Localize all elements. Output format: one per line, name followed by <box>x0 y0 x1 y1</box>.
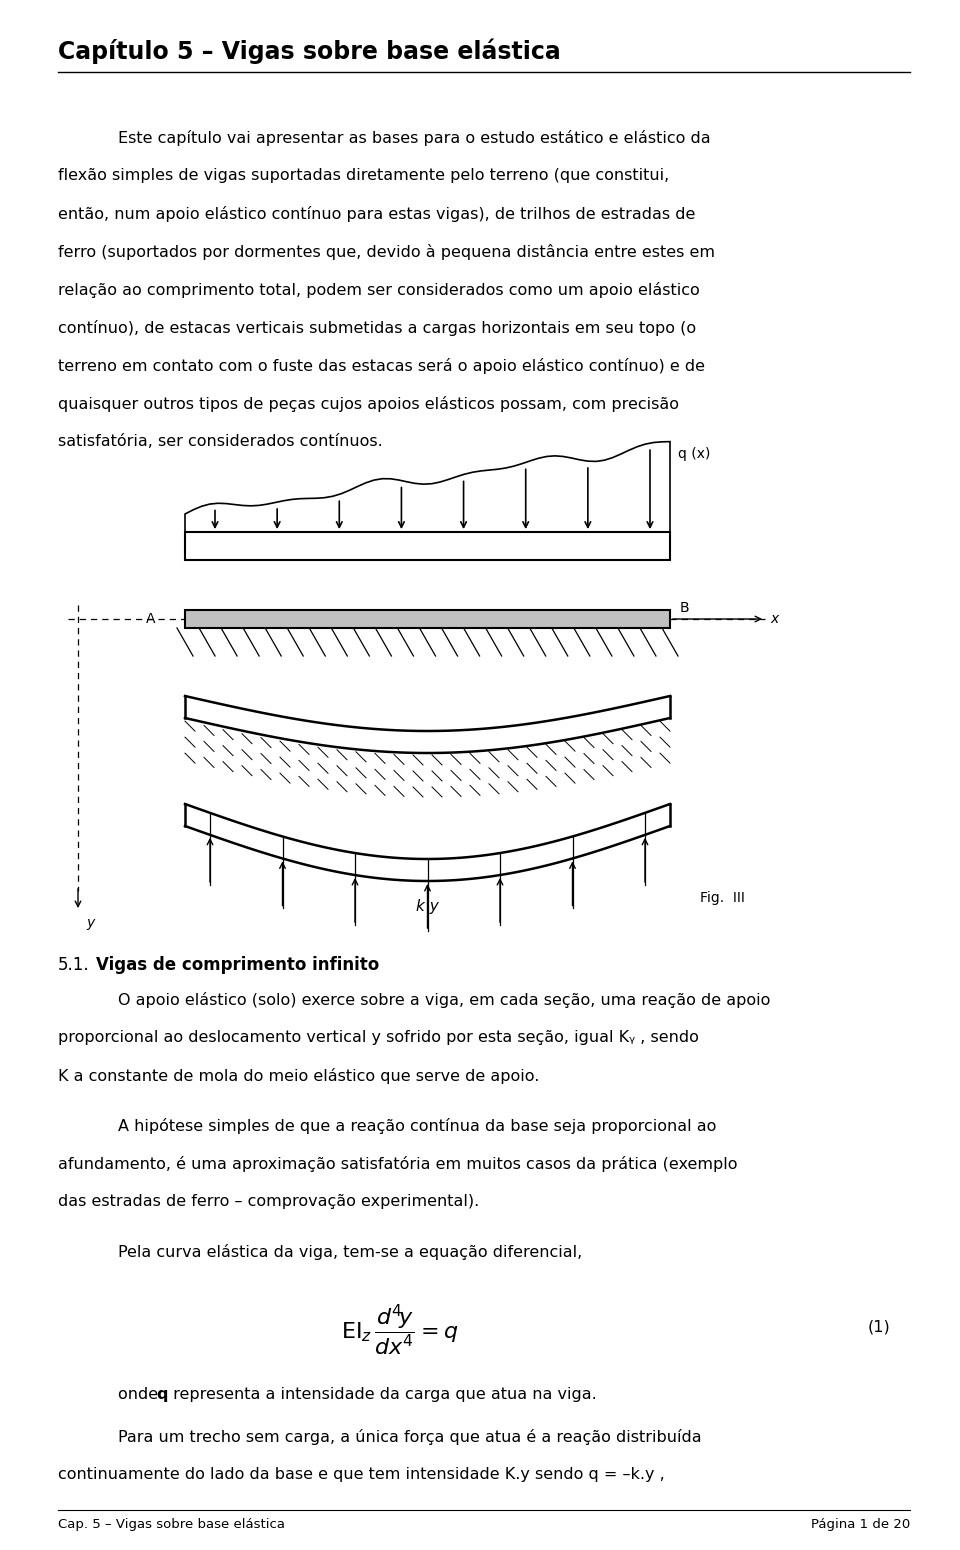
Polygon shape <box>185 611 670 628</box>
Text: q: q <box>156 1387 167 1403</box>
Text: flexão simples de vigas suportadas diretamente pelo terreno (que constitui,: flexão simples de vigas suportadas diret… <box>58 167 669 183</box>
Text: Para um trecho sem carga, a única força que atua é a reação distribuída: Para um trecho sem carga, a única força … <box>118 1429 702 1445</box>
Text: contínuo), de estacas verticais submetidas a cargas horizontais em seu topo (o: contínuo), de estacas verticais submetid… <box>58 319 696 336</box>
Text: onde: onde <box>118 1387 163 1403</box>
Text: $\mathrm{EI}_z \, \dfrac{d^4\!y}{dx^4} = q$: $\mathrm{EI}_z \, \dfrac{d^4\!y}{dx^4} =… <box>342 1302 459 1358</box>
Text: Página 1 de 20: Página 1 de 20 <box>811 1517 910 1531</box>
Text: q (x): q (x) <box>678 446 710 460</box>
Text: proporcional ao deslocamento vertical y sofrido por esta seção, igual Kᵧ , sendo: proporcional ao deslocamento vertical y … <box>58 1031 699 1045</box>
Text: y: y <box>86 916 94 930</box>
Text: Cap. 5 – Vigas sobre base elástica: Cap. 5 – Vigas sobre base elástica <box>58 1517 285 1531</box>
Text: ferro (suportados por dormentes que, devido à pequena distância entre estes em: ferro (suportados por dormentes que, dev… <box>58 243 715 260</box>
Text: Pela curva elástica da viga, tem-se a equação diferencial,: Pela curva elástica da viga, tem-se a eq… <box>118 1245 583 1260</box>
Text: O apoio elástico (solo) exerce sobre a viga, em cada seção, uma reação de apoio: O apoio elástico (solo) exerce sobre a v… <box>118 992 770 1008</box>
Text: afundamento, é uma aproximação satisfatória em muitos casos da prática (exemplo: afundamento, é uma aproximação satisfató… <box>58 1156 737 1172</box>
Text: então, num apoio elástico contínuo para estas vigas), de trilhos de estradas de: então, num apoio elástico contínuo para … <box>58 206 695 222</box>
Text: (1): (1) <box>867 1321 890 1335</box>
Text: A: A <box>146 612 155 626</box>
Text: 5.1.: 5.1. <box>58 956 89 973</box>
Text: x: x <box>770 612 779 626</box>
Text: continuamente do lado da base e que tem intensidade K.y sendo q = –k.y ,: continuamente do lado da base e que tem … <box>58 1466 664 1482</box>
Text: Este capítulo vai apresentar as bases para o estudo estático e elástico da: Este capítulo vai apresentar as bases pa… <box>118 130 710 146</box>
Text: representa a intensidade da carga que atua na viga.: representa a intensidade da carga que at… <box>168 1387 597 1403</box>
Text: Capítulo 5 – Vigas sobre base elástica: Capítulo 5 – Vigas sobre base elástica <box>58 39 561 64</box>
Text: quaisquer outros tipos de peças cujos apoios elásticos possam, com precisão: quaisquer outros tipos de peças cujos ap… <box>58 395 679 412</box>
Text: Fig.  III: Fig. III <box>700 891 745 905</box>
Text: B: B <box>680 601 689 615</box>
Text: relação ao comprimento total, podem ser considerados como um apoio elástico: relação ao comprimento total, podem ser … <box>58 282 700 298</box>
Text: das estradas de ferro – comprovação experimental).: das estradas de ferro – comprovação expe… <box>58 1194 479 1209</box>
Text: terreno em contato com o fuste das estacas será o apoio elástico contínuo) e de: terreno em contato com o fuste das estac… <box>58 358 705 374</box>
Polygon shape <box>185 532 670 560</box>
Text: k y: k y <box>416 899 439 914</box>
Text: K a constante de mola do meio elástico que serve de apoio.: K a constante de mola do meio elástico q… <box>58 1068 540 1083</box>
Text: satisfatória, ser considerados contínuos.: satisfatória, ser considerados contínuos… <box>58 434 383 450</box>
Text: A hipótese simples de que a reação contínua da base seja proporcional ao: A hipótese simples de que a reação contí… <box>118 1118 716 1135</box>
Text: Vigas de comprimento infinito: Vigas de comprimento infinito <box>96 956 379 973</box>
